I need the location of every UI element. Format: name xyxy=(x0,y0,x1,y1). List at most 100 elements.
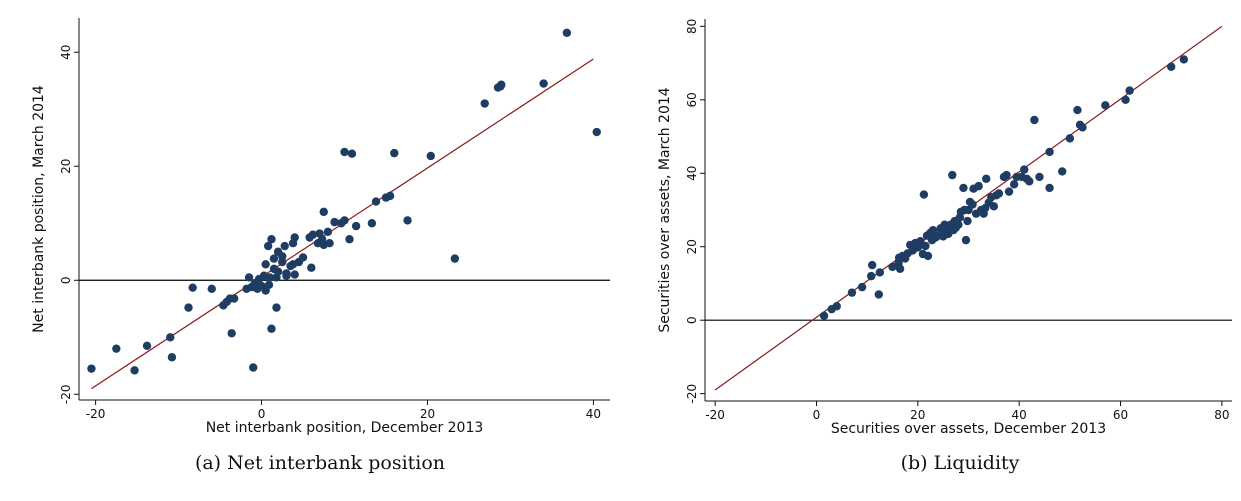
data-point xyxy=(562,28,572,38)
data-point xyxy=(298,253,308,262)
data-point xyxy=(928,226,938,235)
data-point xyxy=(1002,170,1011,180)
data-point xyxy=(130,366,139,375)
data-point xyxy=(921,241,930,251)
data-point xyxy=(923,251,933,261)
data-point xyxy=(325,239,334,248)
data-point xyxy=(273,267,283,276)
data-point xyxy=(278,257,287,267)
x-tick-label: 40 xyxy=(586,407,601,421)
data-point xyxy=(112,344,121,353)
data-point xyxy=(888,262,897,272)
x-tick-label: -20 xyxy=(86,407,106,421)
x-tick-label: 80 xyxy=(1214,408,1229,422)
data-point xyxy=(867,271,876,281)
data-point xyxy=(403,216,412,225)
y-tick-label: -20 xyxy=(59,384,73,404)
data-point xyxy=(1009,180,1019,189)
data-point xyxy=(282,271,291,280)
panel-liquidity: -20 0 20 40 60 80 -20 0 20 40 60 80 Securities over … xyxy=(620,0,1241,501)
x-tick-label: 20 xyxy=(910,408,925,422)
y-tick-label: 20 xyxy=(685,239,699,254)
data-point xyxy=(347,149,357,158)
data-point xyxy=(290,270,299,279)
data-point xyxy=(982,174,991,183)
data-point xyxy=(264,280,274,290)
data-point xyxy=(497,80,506,89)
data-point xyxy=(229,294,239,303)
x-tick-label: -20 xyxy=(705,408,725,422)
data-point xyxy=(323,227,333,237)
x-tick-label: 60 xyxy=(1113,408,1128,422)
data-point xyxy=(385,191,395,201)
data-point xyxy=(1058,167,1067,176)
data-point xyxy=(426,151,435,161)
chart-net-interbank: -20 0 20 40 -20 0 20 40 Net interbank position, … xyxy=(31,18,610,436)
data-point xyxy=(308,230,318,239)
chart-liquidity: -20 0 20 40 60 80 -20 0 20 40 60 80 Securities over … xyxy=(657,19,1232,437)
data-point xyxy=(269,254,279,263)
data-point xyxy=(87,364,96,373)
data-point xyxy=(874,290,884,299)
data-point xyxy=(345,235,354,244)
data-point xyxy=(974,181,983,191)
data-point xyxy=(1030,115,1039,125)
data-point xyxy=(166,333,175,342)
data-point xyxy=(1045,183,1054,193)
data-point xyxy=(1045,147,1054,157)
data-point xyxy=(819,311,829,320)
data-point xyxy=(1025,177,1034,186)
x-axis-title: Securities over assets, December 2013 xyxy=(831,421,1106,437)
data-point xyxy=(1166,62,1176,71)
y-tick-label: 40 xyxy=(685,166,699,181)
x-axis-title: Net interbank position, December 2013 xyxy=(206,420,484,436)
data-point xyxy=(263,241,273,251)
data-point xyxy=(184,303,193,312)
data-point xyxy=(948,170,957,180)
data-point xyxy=(340,147,349,157)
data-point xyxy=(249,363,258,372)
y-axis-title: Securities over assets, March 2014 xyxy=(657,87,673,332)
data-point xyxy=(832,302,841,311)
data-point xyxy=(1101,101,1110,110)
data-point xyxy=(1078,123,1087,132)
data-point xyxy=(847,288,857,297)
data-point xyxy=(265,273,275,282)
data-point xyxy=(272,303,281,312)
data-point xyxy=(1179,55,1189,64)
data-point xyxy=(142,341,152,351)
y-tick-label: 40 xyxy=(59,45,73,60)
data-point xyxy=(994,189,1004,198)
data-point xyxy=(480,99,489,108)
data-point xyxy=(261,260,270,269)
data-point xyxy=(307,263,316,272)
data-point xyxy=(450,254,460,263)
data-point xyxy=(207,284,216,294)
data-point xyxy=(919,190,929,199)
data-point xyxy=(390,148,399,158)
data-point xyxy=(167,353,177,362)
data-point xyxy=(857,282,867,292)
data-point xyxy=(954,220,963,229)
y-tick-label: 20 xyxy=(59,159,73,174)
data-point xyxy=(371,197,381,206)
data-point xyxy=(340,216,349,225)
y-tick-label: -20 xyxy=(685,384,699,404)
data-point xyxy=(351,221,361,231)
data-point xyxy=(539,79,548,88)
data-point xyxy=(875,268,885,277)
data-point xyxy=(1035,172,1044,182)
y-tick-label: 0 xyxy=(59,276,73,284)
caption-liquidity: (b) Liquidity xyxy=(900,452,1020,474)
data-point xyxy=(1073,105,1082,115)
data-point xyxy=(280,241,289,251)
data-point xyxy=(968,200,977,209)
data-point xyxy=(244,273,254,282)
caption-net-interbank: (a) Net interbank position xyxy=(194,452,446,474)
data-point xyxy=(989,202,999,211)
data-point xyxy=(1004,187,1014,196)
data-point xyxy=(959,183,968,193)
data-point xyxy=(227,329,236,338)
data-point xyxy=(868,260,877,270)
data-point xyxy=(895,264,905,273)
